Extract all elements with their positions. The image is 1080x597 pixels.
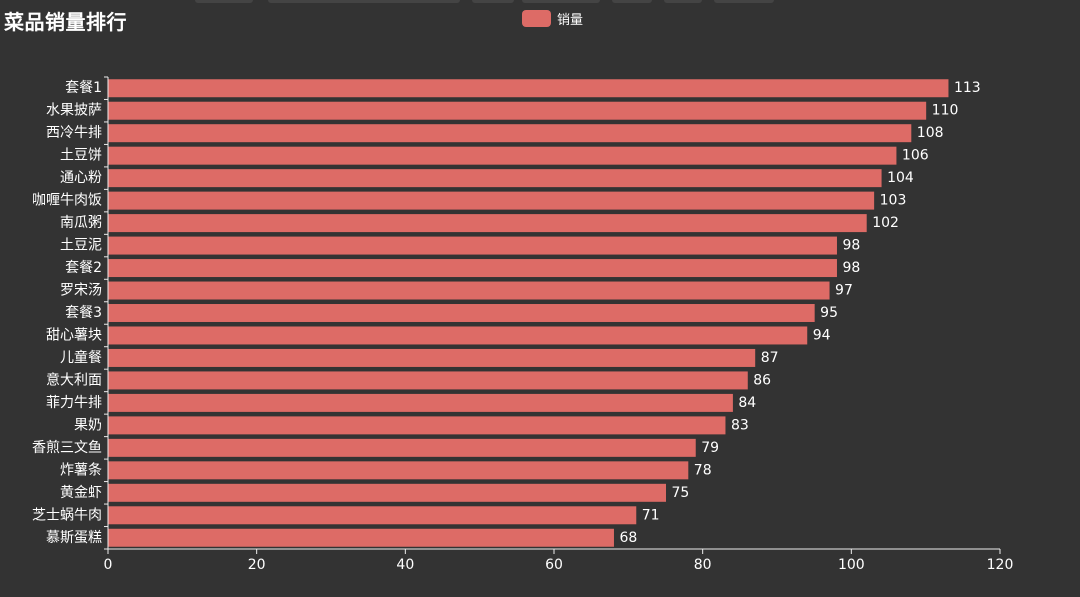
top-tab[interactable] xyxy=(522,0,600,3)
category-label: 套餐2 xyxy=(65,260,102,276)
bar[interactable] xyxy=(108,169,882,188)
category-label: 香煎三文鱼 xyxy=(32,439,102,456)
category-label: 西冷牛排 xyxy=(46,125,102,141)
top-tab-strip xyxy=(0,0,1080,4)
data-label: 94 xyxy=(813,327,831,343)
category-label: 意大利面 xyxy=(46,371,102,388)
bar[interactable] xyxy=(108,146,897,165)
data-label: 104 xyxy=(887,170,914,186)
bar[interactable] xyxy=(108,461,689,480)
data-label: 102 xyxy=(872,215,899,231)
category-label: 黄金虾 xyxy=(60,484,102,501)
data-label: 110 xyxy=(932,103,959,119)
bar[interactable] xyxy=(108,438,696,457)
legend-swatch xyxy=(522,9,551,27)
top-tab[interactable] xyxy=(714,0,774,3)
bar[interactable] xyxy=(108,259,837,278)
x-tick-label: 0 xyxy=(104,557,113,573)
data-label: 68 xyxy=(619,530,637,546)
chart-title: 菜品销量排行 xyxy=(4,10,127,34)
category-label: 套餐1 xyxy=(65,80,102,96)
bar[interactable] xyxy=(108,483,667,502)
data-label: 108 xyxy=(917,125,944,141)
data-label: 75 xyxy=(672,485,690,501)
bar[interactable] xyxy=(108,528,614,547)
bar[interactable] xyxy=(108,124,912,143)
category-label: 咖喱牛肉饭 xyxy=(32,193,102,209)
legend-label: 销量 xyxy=(557,12,584,28)
bar[interactable] xyxy=(108,191,875,210)
category-label: 罗宋汤 xyxy=(60,283,102,299)
bar[interactable] xyxy=(108,281,830,300)
top-tab[interactable] xyxy=(472,0,514,3)
category-label: 炸薯条 xyxy=(60,461,102,478)
bar[interactable] xyxy=(108,506,637,525)
category-label: 慕斯蛋糕 xyxy=(46,530,102,546)
data-label: 86 xyxy=(753,372,771,388)
x-tick-label: 40 xyxy=(396,557,414,573)
x-tick-label: 120 xyxy=(987,557,1014,573)
data-label: 106 xyxy=(902,148,929,164)
data-label: 79 xyxy=(701,440,719,456)
bar[interactable] xyxy=(108,236,837,255)
top-tab[interactable] xyxy=(664,0,702,3)
data-label: 98 xyxy=(842,238,860,254)
category-label: 菲力牛排 xyxy=(46,395,102,411)
data-label: 113 xyxy=(954,80,981,96)
bar[interactable] xyxy=(108,79,949,98)
top-tab[interactable] xyxy=(612,0,652,3)
top-tab[interactable] xyxy=(268,0,460,3)
category-label: 儿童餐 xyxy=(60,349,102,366)
data-label: 87 xyxy=(761,350,779,366)
data-label: 78 xyxy=(694,462,712,478)
x-tick-label: 60 xyxy=(545,557,563,573)
category-label: 甜心薯块 xyxy=(46,327,102,343)
x-tick-label: 20 xyxy=(248,557,266,573)
bar[interactable] xyxy=(108,304,815,322)
bar[interactable] xyxy=(108,371,748,390)
category-label: 水果披萨 xyxy=(46,103,102,119)
data-label: 95 xyxy=(820,305,838,321)
bar[interactable] xyxy=(108,214,867,233)
bar[interactable] xyxy=(108,348,756,367)
bar[interactable] xyxy=(108,326,808,345)
x-tick-label: 80 xyxy=(694,557,712,573)
data-label: 71 xyxy=(642,507,660,523)
x-tick-label: 100 xyxy=(838,557,865,573)
bar[interactable] xyxy=(108,101,927,120)
category-label: 果奶 xyxy=(74,417,102,433)
category-label: 芝士蜗牛肉 xyxy=(32,507,102,523)
category-label: 套餐3 xyxy=(65,305,102,321)
category-label: 土豆泥 xyxy=(60,238,102,254)
legend-item[interactable]: 销量 xyxy=(522,9,584,28)
data-label: 83 xyxy=(731,417,749,433)
data-label: 97 xyxy=(835,283,853,299)
bar[interactable] xyxy=(108,416,726,435)
category-label: 通心粉 xyxy=(60,170,102,186)
data-label: 98 xyxy=(842,260,860,276)
category-label: 南瓜粥 xyxy=(60,214,102,231)
data-label: 84 xyxy=(738,395,756,411)
bar[interactable] xyxy=(108,393,733,412)
data-label: 103 xyxy=(880,193,907,209)
top-tab[interactable] xyxy=(195,0,253,3)
category-label: 土豆饼 xyxy=(60,148,102,164)
